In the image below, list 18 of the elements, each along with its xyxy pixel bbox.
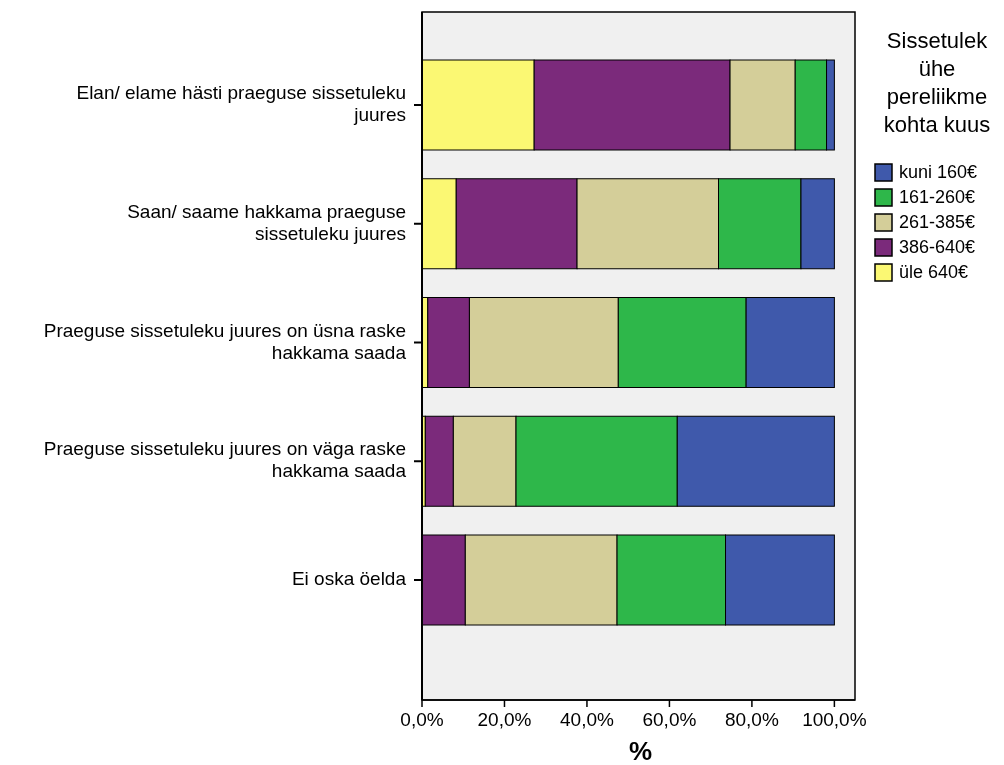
x-tick-label: 20,0% bbox=[477, 709, 532, 730]
legend-label: kuni 160€ bbox=[899, 161, 978, 182]
y-tick-label: Elan/ elame hästi praeguse sissetuleku juures bbox=[76, 82, 406, 126]
legend-title: Sissetulek ühe pereliikme kohta kuus bbox=[883, 28, 991, 137]
x-tick-label: 0,0% bbox=[400, 709, 444, 730]
y-tick-label: Praeguse sissetuleku juures on väga raske hakkama saada bbox=[43, 438, 407, 482]
legend-label: 161-260€ bbox=[899, 186, 976, 207]
legend-label: 261-385€ bbox=[899, 211, 976, 232]
y-tick-label: Saan/ saame hakkama praeguse sissetuleku juures bbox=[127, 200, 406, 244]
legend-label: 386-640€ bbox=[899, 236, 976, 257]
y-tick-label: Ei oska öelda bbox=[291, 568, 407, 590]
x-tick-label: 60,0% bbox=[642, 709, 697, 730]
x-tick-label: 40,0% bbox=[560, 709, 614, 730]
x-tick-label: 100,0% bbox=[802, 709, 867, 730]
x-tick-label: 80,0% bbox=[724, 709, 779, 730]
x-axis-title: % bbox=[628, 736, 653, 765]
y-tick-label: Praeguse sissetuleku juures on üsna raske hakkama saada bbox=[43, 319, 407, 363]
legend-label: üle 640€ bbox=[899, 261, 969, 282]
